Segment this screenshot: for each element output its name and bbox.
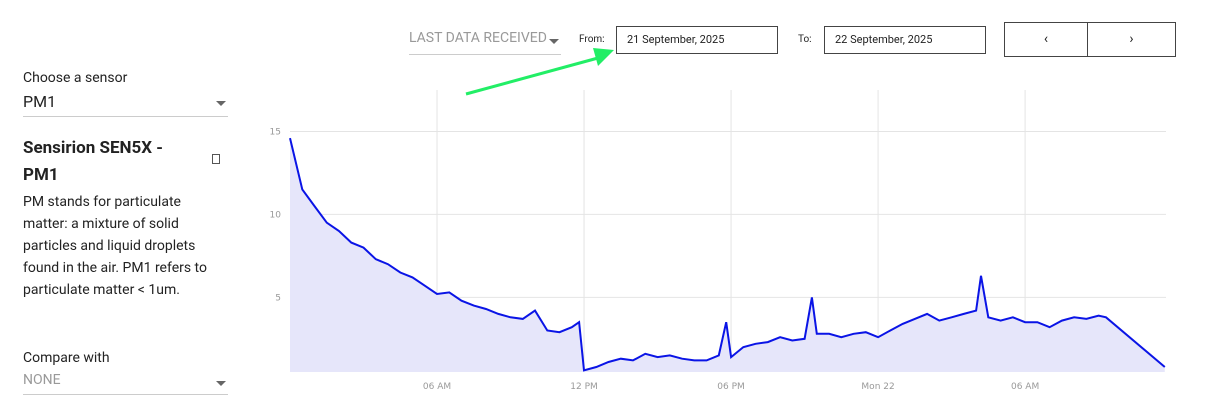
choose-label: Choose a sensor <box>23 70 128 86</box>
from-label: From: <box>579 34 605 45</box>
x-tick-label: 06 PM <box>717 382 745 392</box>
area-fill <box>290 138 1165 372</box>
y-tick-label: 15 <box>270 127 281 137</box>
sensor-title: Sensirion SEN5X - PM1 <box>23 138 163 185</box>
data-line <box>289 137 1166 372</box>
x-tick-label: 06 AM <box>423 382 451 392</box>
sensor-select-text: PM1 <box>23 92 57 111</box>
to-input[interactable]: 22 September, 2025 <box>824 26 986 54</box>
to-label: To: <box>798 34 812 45</box>
x-tick-label: 06 AM <box>1011 382 1039 392</box>
compare-select[interactable]: NONE <box>23 372 228 395</box>
annotation-arrow-head <box>593 48 614 66</box>
prev-button[interactable]: ‹ <box>1004 22 1088 57</box>
y-tick-label: 10 <box>270 210 282 220</box>
x-tick-label: 12 PM <box>570 382 598 392</box>
next-button[interactable]: › <box>1088 22 1176 57</box>
sensor-description: PM stands for particulate matter: a mixt… <box>23 194 207 298</box>
compare-select-text: NONE <box>23 372 61 388</box>
caret <box>549 39 559 44</box>
compare-label: Compare with <box>23 350 110 366</box>
range-select[interactable]: LAST DATA RECEIVED <box>409 30 561 55</box>
y-tick-label: 5 <box>275 293 281 303</box>
caret <box>216 101 226 106</box>
copy-icon[interactable] <box>212 154 220 164</box>
range-select-text: LAST DATA RECEIVED <box>409 30 547 46</box>
sensor-select[interactable]: PM1 <box>23 92 228 117</box>
x-tick-label: Mon 22 <box>861 382 894 392</box>
annotation-arrow <box>465 56 599 96</box>
caret <box>216 381 226 386</box>
from-input[interactable]: 21 September, 2025 <box>616 26 778 54</box>
